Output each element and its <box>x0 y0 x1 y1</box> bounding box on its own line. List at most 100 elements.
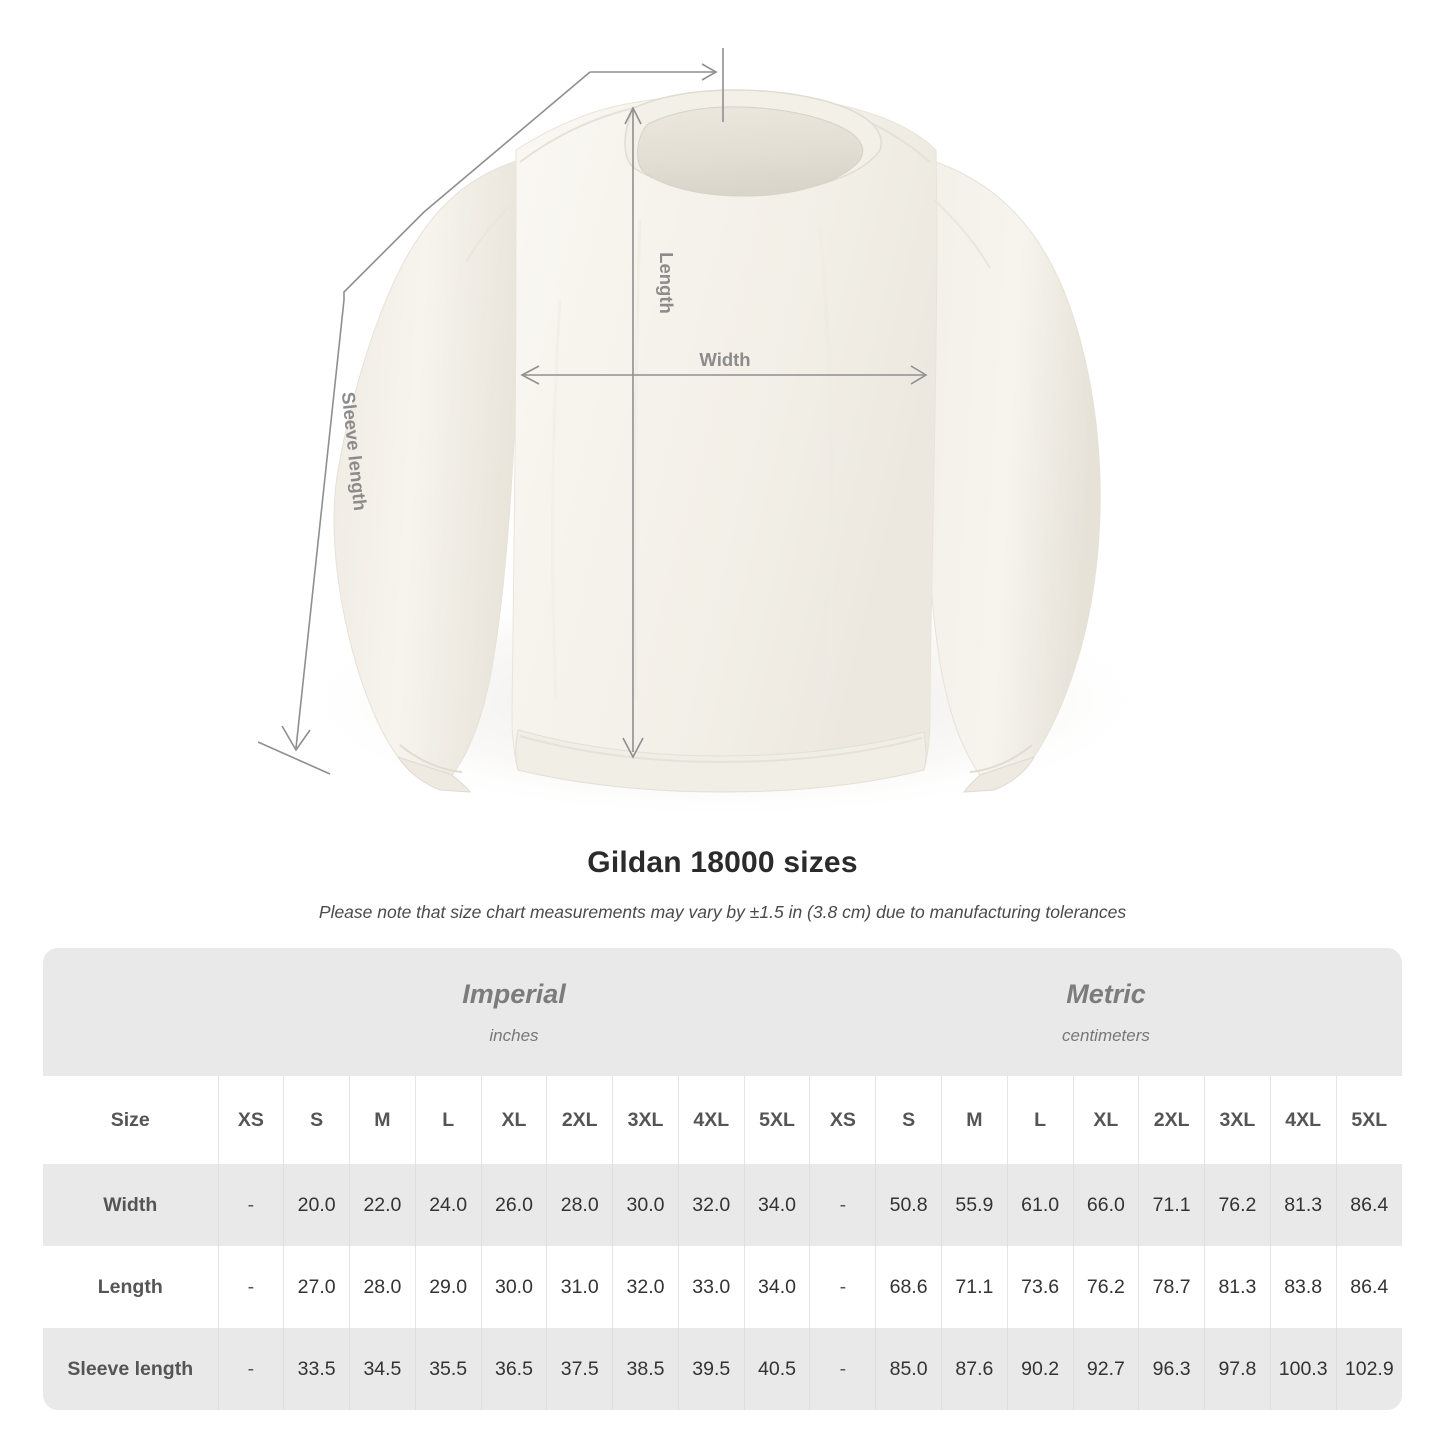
cell-metric-sleeve-length-5xl: 102.9 <box>1335 1328 1402 1410</box>
length-arrowhead-top <box>624 106 642 125</box>
cell-metric-length-2xl: 78.7 <box>1138 1246 1205 1328</box>
cell-value: 34.0 <box>758 1275 796 1298</box>
fabric-fold-right <box>818 229 835 701</box>
right-cuff <box>963 756 1036 793</box>
cell-metric-sleeve-length-2xl: 96.3 <box>1138 1328 1205 1410</box>
table-header-row: Size XS S M L XL 2XL 3XL 4XL 5XL XS S M L XL 2XL 3XL 4XL 5… <box>43 1076 1402 1164</box>
header-size-imperial-m: M <box>349 1076 416 1164</box>
cell-value: 39.5 <box>692 1357 731 1380</box>
cell-value: 30.0 <box>626 1193 665 1216</box>
cell-imperial-width-2xl: 28.0 <box>546 1164 613 1246</box>
cell-value: 76.2 <box>1218 1193 1257 1216</box>
sweatshirt-diagram: Length Width Sleeve length <box>257 48 1155 820</box>
table-row: Sleeve length - 33.5 34.5 35.5 36.5 37.5 38.5 39… <box>43 1328 1402 1410</box>
unit-header-imperial: Imperial inches <box>218 948 810 1076</box>
sleeve-length-line <box>295 299 345 749</box>
size-header-text: XL <box>501 1108 527 1131</box>
cell-metric-width-4xl: 81.3 <box>1269 1164 1337 1246</box>
cell-value: 81.3 <box>1284 1193 1323 1216</box>
size-header-text: 2XL <box>1153 1108 1190 1131</box>
header-size-imperial-4xl: 4XL <box>677 1076 745 1164</box>
cell-value: 33.0 <box>692 1275 731 1298</box>
cell-imperial-width-5xl: 34.0 <box>743 1164 810 1246</box>
row-label-width: Width <box>43 1164 218 1246</box>
header-size-imperial-5xl: 5XL <box>743 1076 810 1164</box>
cell-value: 34.5 <box>363 1357 402 1380</box>
shoulder-guide-line <box>343 71 591 300</box>
header-size-metric-l: L <box>1006 1076 1073 1164</box>
tolerance-note: Please note that size chart measurements… <box>318 902 1127 922</box>
length-label: Length <box>656 252 677 314</box>
cell-value: 20.0 <box>297 1193 336 1216</box>
header-size-metric-m: M <box>940 1076 1008 1164</box>
cell-value: 85.0 <box>889 1357 928 1380</box>
size-header-text: M <box>966 1108 983 1131</box>
header-size-imperial-3xl: 3XL <box>612 1076 679 1164</box>
hem-seam <box>519 735 923 764</box>
cell-value: 28.0 <box>363 1275 402 1298</box>
cell-value: 90.2 <box>1021 1357 1060 1380</box>
cell-imperial-sleeve-length-3xl: 38.5 <box>612 1328 679 1410</box>
collar-inner-opening <box>637 106 864 197</box>
cell-imperial-sleeve-length-xl: 36.5 <box>480 1328 547 1410</box>
fabric-fold-left <box>551 299 562 701</box>
cell-metric-width-l: 61.0 <box>1006 1164 1073 1246</box>
length-arrowhead-bottom <box>622 737 644 759</box>
cell-imperial-width-l: 24.0 <box>414 1164 482 1246</box>
cell-imperial-length-s: 27.0 <box>283 1246 350 1328</box>
cell-imperial-length-2xl: 31.0 <box>546 1246 613 1328</box>
cell-metric-sleeve-length-s: 85.0 <box>875 1328 942 1410</box>
header-size-metric-5xl: 5XL <box>1335 1076 1402 1164</box>
cell-imperial-length-3xl: 32.0 <box>612 1246 679 1328</box>
cell-imperial-length-l: 29.0 <box>414 1246 482 1328</box>
cell-value: - <box>247 1357 255 1380</box>
cell-value: 28.0 <box>560 1193 599 1216</box>
cell-value: 38.5 <box>626 1357 665 1380</box>
row-label-length: Length <box>43 1246 218 1328</box>
cell-value: 34.0 <box>758 1193 796 1216</box>
left-shoulder-seam <box>519 107 635 163</box>
cell-value: 86.4 <box>1350 1275 1389 1298</box>
cell-value: 35.5 <box>429 1357 468 1380</box>
width-arrowhead-right <box>910 365 928 385</box>
title-block: Gildan 18000 sizes Please note that size… <box>0 845 1445 924</box>
cell-value: 76.2 <box>1086 1275 1125 1298</box>
cell-imperial-sleeve-length-2xl: 37.5 <box>546 1328 613 1410</box>
page-title: Gildan 18000 sizes <box>587 846 858 879</box>
cell-metric-sleeve-length-xs: - <box>809 1328 876 1410</box>
cell-metric-length-4xl: 83.8 <box>1269 1246 1337 1328</box>
cell-value: 71.1 <box>955 1275 994 1298</box>
cell-metric-length-xl: 76.2 <box>1072 1246 1139 1328</box>
header-size-imperial-2xl: 2XL <box>546 1076 613 1164</box>
size-header-text: L <box>1034 1108 1047 1131</box>
cell-value: 37.5 <box>560 1357 599 1380</box>
size-header-text: 2XL <box>561 1108 598 1131</box>
cell-imperial-length-xs: - <box>217 1246 284 1328</box>
right-cuff-seam <box>969 744 1033 773</box>
cell-metric-width-5xl: 86.4 <box>1335 1164 1402 1246</box>
size-header-text: M <box>374 1108 391 1131</box>
size-header-text: 4XL <box>1285 1108 1322 1131</box>
sleeve-length-arrowhead <box>281 725 311 752</box>
cell-value: 55.9 <box>955 1193 994 1216</box>
cell-imperial-sleeve-length-xs: - <box>217 1328 284 1410</box>
cell-value: 32.0 <box>626 1275 665 1298</box>
header-size-metric-xs: XS <box>809 1076 876 1164</box>
cell-metric-width-3xl: 76.2 <box>1204 1164 1271 1246</box>
size-header-text: L <box>442 1108 455 1131</box>
cell-metric-length-l: 73.6 <box>1006 1246 1073 1328</box>
cell-value: 24.0 <box>429 1193 468 1216</box>
size-header-text: 4XL <box>693 1108 730 1131</box>
size-header-text: 5XL <box>1351 1108 1388 1131</box>
cell-metric-length-xs: - <box>809 1246 876 1328</box>
cell-value: 66.0 <box>1086 1193 1125 1216</box>
size-header-text: 3XL <box>1219 1108 1256 1131</box>
cell-imperial-width-3xl: 30.0 <box>612 1164 679 1246</box>
left-armhole-seam <box>465 199 517 263</box>
unit-header-metric-name: Metric <box>1066 978 1146 1009</box>
cell-metric-length-5xl: 86.4 <box>1335 1246 1402 1328</box>
cell-imperial-length-5xl: 34.0 <box>743 1246 810 1328</box>
cell-metric-length-3xl: 81.3 <box>1204 1246 1271 1328</box>
size-table: Imperial inches Metric centimeters Size XS S M L… <box>43 948 1402 1410</box>
